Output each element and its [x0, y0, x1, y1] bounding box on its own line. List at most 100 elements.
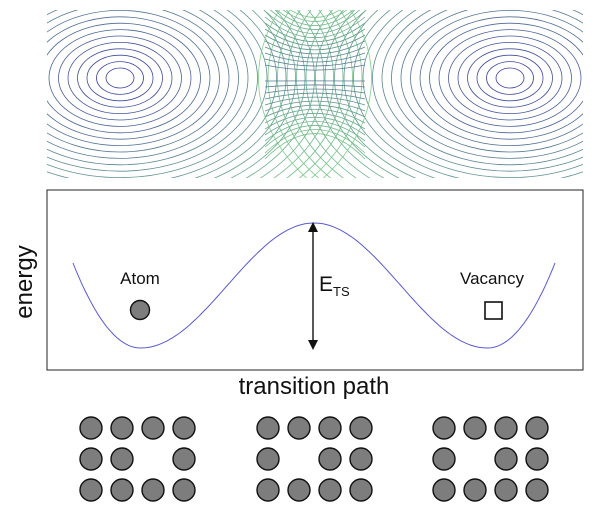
contour-line: [230, 10, 306, 178]
lattice-atom: [349, 447, 373, 471]
contour-line: [353, 10, 583, 178]
lattice-atom: [494, 447, 518, 471]
contour-line: [264, 117, 366, 136]
lattice-atom: [110, 416, 134, 440]
contour-line: [47, 10, 220, 146]
contour-line: [47, 22, 201, 134]
contour-line: [310, 10, 363, 178]
contour-line: [47, 10, 239, 159]
contour-line: [47, 10, 258, 172]
contour-line: [264, 92, 366, 100]
contour-line: [86, 54, 154, 102]
contour-line: [298, 10, 353, 178]
contour-line: [194, 10, 287, 178]
lattice-atom: [256, 416, 280, 440]
lattice-atom: [141, 478, 165, 502]
lattice-atom: [318, 416, 342, 440]
lattice-atom: [349, 416, 373, 440]
lattice-atom: [494, 478, 518, 502]
contour-line: [105, 67, 135, 89]
contour-line: [47, 10, 249, 166]
contour-line: [277, 10, 332, 178]
contour-line: [282, 10, 348, 22]
contour-line: [96, 61, 144, 95]
contour-line: [322, 10, 372, 178]
contour-line: [495, 67, 525, 89]
contour-line: [343, 10, 436, 178]
lattice-config-3: [432, 416, 549, 502]
contour-line: [334, 10, 417, 178]
vacancy-label: Vacancy: [460, 269, 524, 288]
lattice-atom: [525, 447, 549, 471]
lattice-atom: [525, 478, 549, 502]
lattice-atom: [287, 416, 311, 440]
lattice-atom: [256, 447, 280, 471]
contour-line: [276, 10, 354, 26]
lattice-atom: [318, 447, 342, 471]
contour-line: [264, 100, 366, 112]
x-axis-label: transition path: [239, 373, 390, 400]
contour-line: [264, 52, 366, 63]
lattice-atom: [110, 478, 134, 502]
contour-line: [286, 10, 344, 178]
contour-line: [372, 10, 583, 172]
contour-line: [267, 10, 320, 178]
contour-line: [296, 10, 357, 178]
contour-line: [438, 29, 582, 127]
contour-line: [273, 10, 334, 178]
contour-line: [264, 88, 366, 94]
contour-line: [264, 46, 366, 59]
lattice-atom: [79, 447, 103, 471]
contour-line: [269, 10, 361, 30]
contour-line: [264, 22, 366, 42]
lattice-atom: [432, 478, 456, 502]
contour-line: [486, 61, 534, 95]
contour-line: [467, 48, 553, 108]
contour-line: [429, 22, 583, 134]
lattice-atom: [463, 478, 487, 502]
contour-line: [264, 113, 366, 130]
contour-line: [410, 10, 583, 146]
lattice-configurations: [79, 416, 549, 502]
contour-line: [245, 10, 315, 178]
contour-line: [264, 121, 366, 142]
contour-line: [324, 10, 400, 178]
contour-line: [289, 10, 341, 18]
contour-line: [47, 10, 268, 178]
y-axis-label: energy: [11, 245, 38, 318]
lattice-atom: [287, 478, 311, 502]
atom-marker: [129, 299, 151, 321]
contour-line: [264, 58, 366, 67]
contour-line: [381, 10, 583, 166]
contour-line: [264, 34, 366, 51]
contour-line: [47, 10, 277, 178]
lattice-atom: [432, 416, 456, 440]
contour-line: [67, 42, 173, 114]
contour-line: [286, 10, 344, 178]
contour-line: [419, 16, 583, 140]
lattice-atom: [172, 416, 196, 440]
contour-line: [264, 133, 366, 160]
lattice-atom: [141, 416, 165, 440]
lattice-atom: [318, 478, 342, 502]
contour-line: [213, 10, 296, 178]
energy-plot-frame: [46, 189, 584, 371]
lattice-atom: [172, 478, 196, 502]
barrier-arrow: [308, 222, 318, 350]
lattice-config-1: [79, 416, 196, 502]
lattice-atom: [432, 447, 456, 471]
contour-line: [47, 16, 211, 140]
contour-line: [457, 42, 563, 114]
atom-label: Atom: [120, 269, 160, 288]
contour-line: [476, 54, 544, 102]
contour-line: [400, 10, 583, 153]
contour-line: [391, 10, 583, 159]
potential-contour-panel: [47, 10, 583, 178]
contour-line: [264, 104, 366, 118]
contour-line: [77, 48, 163, 108]
contour-line: [258, 10, 308, 178]
lattice-atom: [110, 447, 134, 471]
lattice-atom: [79, 478, 103, 502]
lattice-atom: [463, 416, 487, 440]
